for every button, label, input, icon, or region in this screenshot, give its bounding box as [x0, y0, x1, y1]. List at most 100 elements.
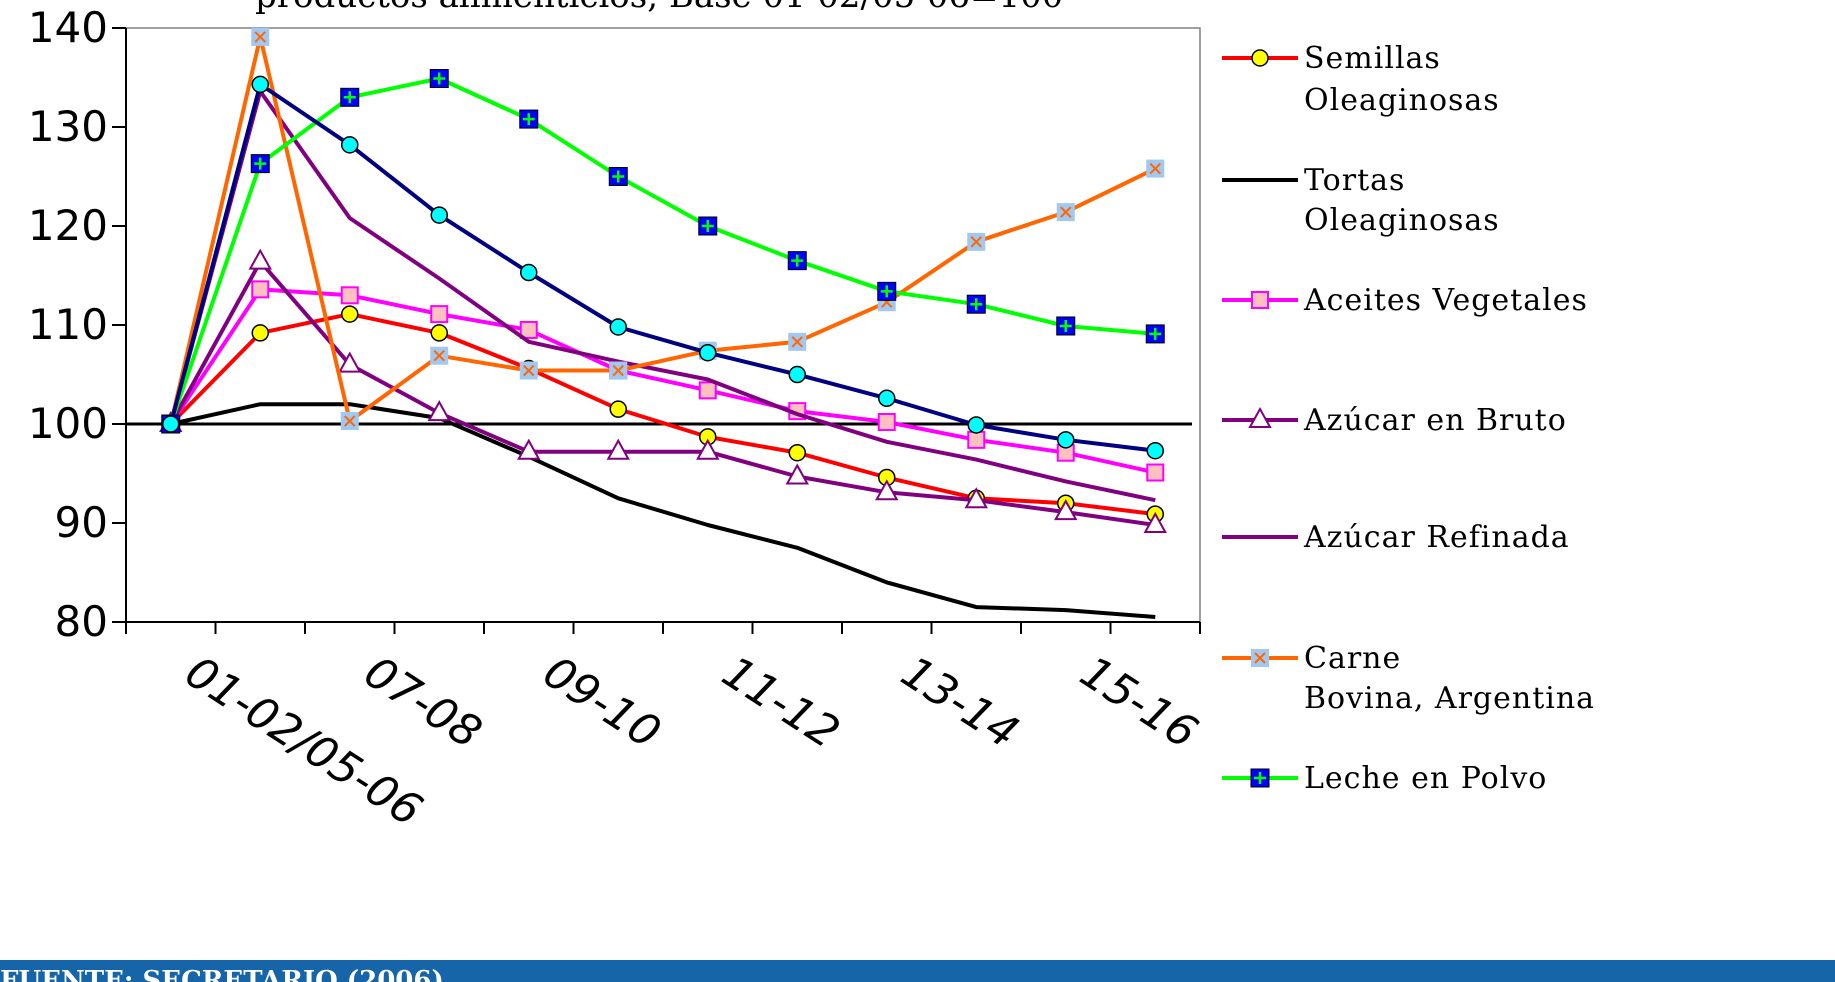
data-point [1146, 463, 1165, 482]
data-point [609, 400, 627, 418]
legend-label: Carne [1304, 641, 1401, 676]
data-point [517, 438, 541, 460]
plot-frame [125, 27, 1201, 623]
data-point [1251, 291, 1269, 309]
data-point [964, 487, 988, 509]
data-point-cross [433, 349, 445, 362]
data-point-cross [344, 415, 356, 427]
data-point-plus [701, 220, 714, 232]
data-point [162, 415, 180, 433]
data-point-plus [1254, 772, 1266, 784]
legend-label: Aceites Vegetales [1303, 283, 1588, 318]
series-line [169, 259, 1156, 527]
legend-label: Oleaginosas [1304, 83, 1500, 118]
y-tick-label: 140 [28, 3, 108, 52]
data-point [430, 305, 449, 324]
data-point [875, 479, 899, 501]
x-tick-label: 07-08 [355, 646, 490, 758]
series-line [168, 82, 1156, 453]
series-line [169, 312, 1156, 517]
data-point [609, 318, 627, 336]
data-point [967, 430, 986, 449]
data-point [519, 320, 538, 339]
legend-label: Oleaginosas [1304, 203, 1500, 238]
legend-item-4: Azúcar Refinada [1222, 520, 1569, 555]
series-line [170, 402, 1156, 619]
y-tick-label: 100 [28, 399, 108, 448]
data-point-plus [1149, 327, 1162, 340]
series-line [169, 287, 1156, 475]
data-point-cross [612, 364, 624, 377]
legend-item-2: Aceites Vegetales [1222, 283, 1588, 318]
legend-item-1: Tortas Oleaginosas [1222, 163, 1500, 238]
data-point [430, 206, 448, 224]
data-point [1251, 49, 1269, 67]
data-point [785, 463, 809, 485]
data-point-plus [522, 113, 535, 126]
data-point-cross [1149, 162, 1161, 175]
data-point-cross [1254, 652, 1266, 664]
legend-item-6: Leche en Polvo [1222, 761, 1547, 796]
x-tick-label: 15-16 [1071, 646, 1206, 758]
legend-label: Bovina, Argentina [1304, 681, 1595, 716]
data-point [788, 365, 806, 384]
data-point [1057, 431, 1075, 449]
data-point [696, 438, 720, 460]
series-line [168, 89, 1156, 503]
y-tick-label: 90 [55, 498, 108, 547]
data-point-plus [612, 170, 625, 183]
y-tick-label: 110 [28, 300, 108, 349]
footer-bar [0, 960, 1835, 982]
data-point-plus [343, 91, 356, 104]
data-point [788, 443, 806, 462]
data-point [877, 413, 896, 432]
data-point-plus [1059, 319, 1072, 332]
y-tick-label: 120 [28, 201, 108, 250]
y-tick-label: 130 [28, 102, 108, 151]
y-tick-label: 80 [55, 597, 108, 646]
x-tick-label: 09-10 [534, 646, 669, 758]
data-point [606, 438, 630, 460]
series-line [168, 34, 1157, 425]
data-point-cross [254, 31, 266, 43]
data-point [251, 75, 269, 94]
data-point [430, 324, 448, 342]
data-point-plus [791, 254, 804, 267]
series-2 [161, 280, 1165, 482]
legend-label: Azúcar en Bruto [1303, 403, 1567, 438]
data-point-cross [970, 236, 982, 248]
chart-title: productos alimenticios, Base 01-02/05-06… [255, 0, 1063, 16]
data-point [699, 343, 717, 362]
data-point [1143, 511, 1167, 533]
data-point-plus [880, 285, 893, 298]
data-point [1054, 499, 1078, 521]
x-tick-label: 13-14 [892, 646, 1027, 758]
series-line [168, 76, 1156, 425]
series-7 [162, 75, 1164, 460]
legend-item-5: Carne Bovina, Argentina [1222, 641, 1595, 716]
data-point [698, 381, 717, 400]
data-point [1248, 406, 1272, 428]
data-point [341, 305, 359, 323]
data-point-cross [791, 336, 803, 348]
series-group [159, 27, 1167, 619]
data-point [967, 416, 985, 434]
data-point [340, 286, 359, 305]
data-point-plus [433, 72, 446, 85]
series-4 [168, 89, 1156, 503]
data-point [248, 248, 272, 270]
footer-source: FUENTE: SECRETARIO (2006) [0, 966, 444, 982]
legend-label: Leche en Polvo [1304, 761, 1547, 796]
plot-area-frame [125, 27, 1201, 623]
legend: Semillas Oleaginosas Tortas Oleaginosas Acei… [1222, 41, 1595, 796]
series-1 [170, 402, 1156, 619]
data-point [427, 400, 451, 422]
legend-label: Semillas [1304, 41, 1441, 76]
data-point [251, 324, 269, 342]
data-point [251, 280, 270, 299]
data-point-cross [523, 364, 535, 377]
data-point-plus [970, 298, 983, 311]
x-tick-label: 11-12 [713, 646, 848, 758]
